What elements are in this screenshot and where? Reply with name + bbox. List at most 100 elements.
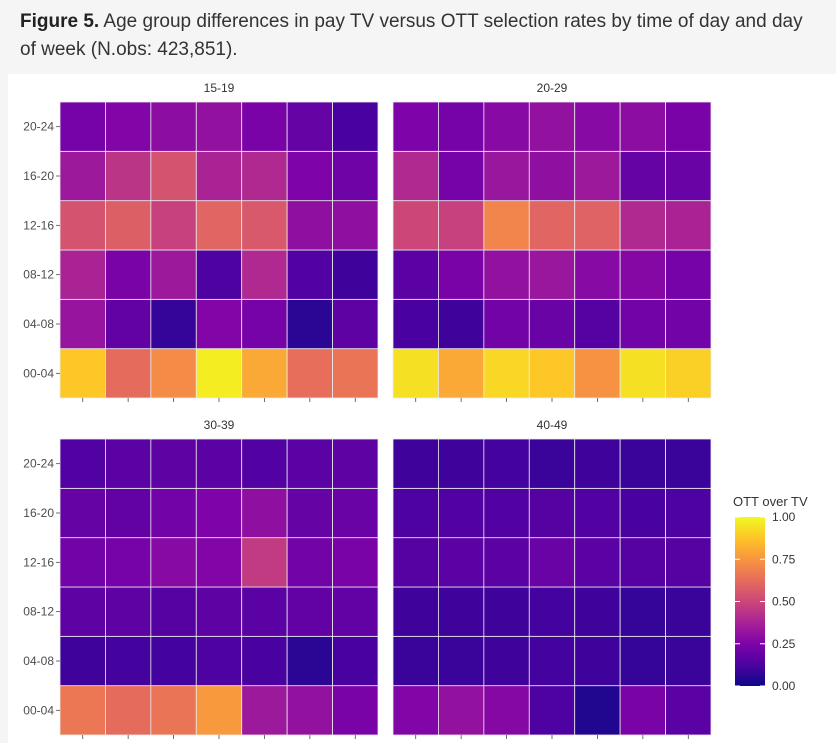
y-tick-label: 20-24 [23, 120, 54, 134]
heatmap-cell [59, 200, 106, 251]
legend-tick-label: 1.00 [772, 510, 796, 524]
heatmap-cell [665, 586, 712, 637]
heatmap-cell [286, 348, 333, 399]
heatmap-cell [195, 487, 243, 539]
heatmap-cell [528, 101, 576, 152]
heatmap-cell [59, 150, 106, 202]
panel-title-20-29: 20-29 [537, 81, 568, 95]
heatmap-cell [619, 298, 666, 350]
heatmap-cell [619, 348, 666, 399]
heatmap-cell [665, 438, 712, 489]
heatmap-cell [392, 249, 439, 300]
heatmap-cell [574, 487, 621, 539]
heatmap-cell [483, 685, 530, 736]
legend-tick-label: 0.00 [772, 679, 796, 693]
figure-label: Figure 5. [20, 11, 100, 32]
heatmap-cell [150, 298, 197, 350]
panel-title-40-49: 40-49 [537, 418, 568, 432]
heatmap-cell [528, 150, 576, 202]
y-tick-label: 08-12 [23, 268, 54, 282]
legend-title: OTT over TV [733, 494, 808, 509]
heatmap-cell [286, 200, 333, 251]
heatmap-cell [665, 487, 712, 539]
heatmap-cell [59, 635, 106, 687]
heatmap-cell [59, 685, 106, 736]
heatmap-cell [438, 101, 485, 152]
heatmap-cell [150, 438, 197, 489]
heatmap-cell [195, 348, 243, 399]
heatmap-cell [438, 487, 485, 539]
heatmap-cell [286, 249, 333, 300]
heatmap-cell [619, 487, 666, 539]
heatmap-cell [241, 298, 288, 350]
heatmap-cell [619, 249, 666, 300]
heatmap-cell [286, 487, 333, 539]
heatmap-cell [483, 249, 530, 300]
heatmap-cell [195, 537, 243, 588]
heatmap-cell [332, 101, 379, 152]
heatmap-cell [59, 487, 106, 539]
heatmap-cell [574, 101, 621, 152]
heatmap-cell [619, 685, 666, 736]
heatmap-cell [483, 635, 530, 687]
heatmap-chart: 15-19 00-04 04-08 08-12 12-16 16-20 20-24 20-29… [23, 81, 808, 739]
heatmap-cell [150, 249, 197, 300]
heatmap-cell [392, 200, 439, 251]
heatmap-cell [574, 298, 621, 350]
heatmap-cell [528, 586, 576, 637]
heatmap-cell [619, 635, 666, 687]
heatmap-cell [59, 298, 106, 350]
heatmap-cell [665, 348, 712, 399]
heatmap-cell [392, 298, 439, 350]
heatmap-cell [105, 298, 152, 350]
heatmap-cell [286, 685, 333, 736]
heatmap-cell [438, 348, 485, 399]
heatmap-cell [241, 537, 288, 588]
y-tick-label: 16-20 [23, 169, 54, 183]
heatmap-cell [619, 438, 666, 489]
heatmap-cell [619, 200, 666, 251]
heatmap-cell [574, 537, 621, 588]
legend-tick-label: 0.25 [772, 637, 796, 651]
heatmap-cell [105, 200, 152, 251]
heatmap-cell [241, 249, 288, 300]
heatmap-cell [105, 348, 152, 399]
heatmap-cell [332, 348, 379, 399]
heatmap-cell [241, 200, 288, 251]
heatmap-cell [241, 438, 288, 489]
heatmap-cell [574, 586, 621, 637]
heatmap-cell [286, 438, 333, 489]
heatmap-cell [286, 150, 333, 202]
heatmap-cell [241, 487, 288, 539]
heatmap-cell [195, 685, 243, 736]
heatmap-cell [105, 101, 152, 152]
heatmap-cell [665, 101, 712, 152]
heatmap-cell [332, 438, 379, 489]
heatmap-cell [483, 101, 530, 152]
y-tick-label: 08-12 [23, 605, 54, 619]
heatmap-cell [332, 298, 379, 350]
heatmap-cell [332, 586, 379, 637]
legend-tick-label: 0.50 [772, 595, 796, 609]
heatmap-cell [619, 101, 666, 152]
heatmap-cell [59, 249, 106, 300]
heatmap-cell [438, 438, 485, 489]
heatmap-cell [392, 438, 439, 489]
heatmap-cell [105, 537, 152, 588]
heatmap-cell [528, 537, 576, 588]
heatmap-cell [332, 150, 379, 202]
heatmap-cell [392, 635, 439, 687]
heatmap-cell [619, 150, 666, 202]
heatmap-cell [483, 438, 530, 489]
heatmap-cell [438, 635, 485, 687]
heatmap-cell [59, 101, 106, 152]
y-tick-label: 00-04 [23, 703, 54, 717]
heatmap-cell [195, 586, 243, 637]
heatmap-cell [195, 438, 243, 489]
heatmap-cell [332, 537, 379, 588]
heatmap-cell [438, 685, 485, 736]
heatmap-cell [105, 685, 152, 736]
heatmap-cell [665, 298, 712, 350]
heatmap-cell [332, 487, 379, 539]
heatmap-cell [438, 150, 485, 202]
